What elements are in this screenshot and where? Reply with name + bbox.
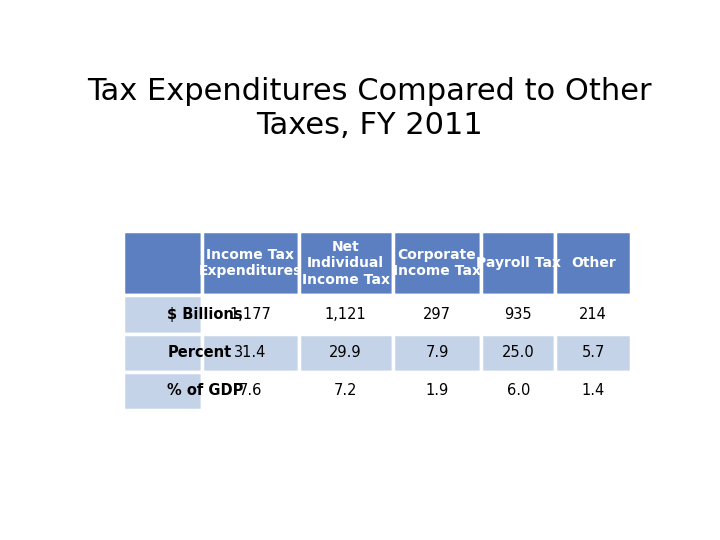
Bar xyxy=(482,334,555,372)
Bar xyxy=(299,231,392,295)
Text: 5.7: 5.7 xyxy=(582,345,605,360)
Bar xyxy=(124,334,202,372)
Bar xyxy=(299,372,392,410)
Text: 31.4: 31.4 xyxy=(234,345,266,360)
Bar xyxy=(555,334,631,372)
Text: Tax Expenditures Compared to Other
Taxes, FY 2011: Tax Expenditures Compared to Other Taxes… xyxy=(86,77,652,140)
Text: $ Billions: $ Billions xyxy=(167,307,243,322)
Text: Payroll Tax: Payroll Tax xyxy=(476,256,561,271)
Text: 7.2: 7.2 xyxy=(334,383,357,399)
Text: Other: Other xyxy=(571,256,616,271)
Bar xyxy=(299,295,392,334)
Bar xyxy=(555,295,631,334)
Bar xyxy=(124,231,202,295)
Bar xyxy=(555,372,631,410)
Bar xyxy=(392,334,482,372)
Bar xyxy=(392,295,482,334)
Bar xyxy=(124,295,202,334)
Text: 6.0: 6.0 xyxy=(507,383,530,399)
Text: 214: 214 xyxy=(579,307,607,322)
Text: 297: 297 xyxy=(423,307,451,322)
Text: 7.9: 7.9 xyxy=(426,345,449,360)
Bar xyxy=(482,295,555,334)
Bar xyxy=(392,231,482,295)
Text: 1.4: 1.4 xyxy=(582,383,605,399)
Text: Corporate
Income Tax: Corporate Income Tax xyxy=(393,248,481,279)
Text: Net
Individual
Income Tax: Net Individual Income Tax xyxy=(302,240,390,287)
Text: 29.9: 29.9 xyxy=(329,345,362,360)
Text: 1,121: 1,121 xyxy=(325,307,366,322)
Bar xyxy=(202,295,299,334)
Bar xyxy=(124,372,202,410)
Text: Percent: Percent xyxy=(167,345,232,360)
Text: Income Tax
Expenditures: Income Tax Expenditures xyxy=(199,248,302,279)
Bar xyxy=(555,231,631,295)
Text: 935: 935 xyxy=(505,307,532,322)
Bar xyxy=(482,372,555,410)
Text: 25.0: 25.0 xyxy=(502,345,535,360)
Bar xyxy=(299,334,392,372)
Text: 1,177: 1,177 xyxy=(230,307,271,322)
Bar xyxy=(392,372,482,410)
Text: 7.6: 7.6 xyxy=(239,383,262,399)
Text: 1.9: 1.9 xyxy=(426,383,449,399)
Text: % of GDP: % of GDP xyxy=(167,383,243,399)
Bar xyxy=(202,231,299,295)
Bar xyxy=(202,334,299,372)
Bar xyxy=(202,372,299,410)
Bar xyxy=(482,231,555,295)
